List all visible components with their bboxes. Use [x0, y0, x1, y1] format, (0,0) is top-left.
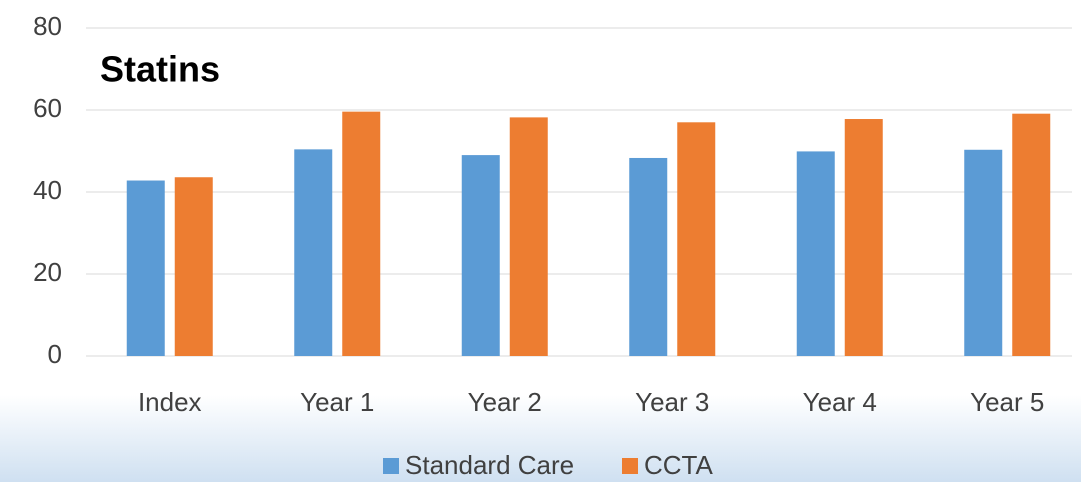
x-tick-label: Year 5	[970, 387, 1044, 417]
bar	[677, 122, 716, 356]
x-tick-label: Year 3	[635, 387, 709, 417]
legend-swatch	[622, 458, 638, 474]
y-tick-label: 0	[48, 339, 62, 369]
bar	[796, 151, 835, 356]
bar	[844, 119, 883, 357]
bar	[629, 157, 668, 356]
y-tick-label: 20	[33, 257, 62, 287]
y-tick-label: 80	[33, 11, 62, 41]
y-tick-label: 60	[33, 93, 62, 123]
bar	[174, 177, 213, 356]
x-tick-label: Year 1	[300, 387, 374, 417]
bar	[509, 117, 548, 356]
legend-label: CCTA	[644, 450, 714, 480]
footer-band	[0, 395, 1081, 482]
y-tick-label: 40	[33, 175, 62, 205]
chart-title: Statins	[100, 49, 220, 90]
legend-label: Standard Care	[405, 450, 574, 480]
bar	[461, 155, 500, 356]
x-tick-label: Year 4	[803, 387, 877, 417]
bar	[1012, 113, 1051, 356]
x-tick-label: Year 2	[468, 387, 542, 417]
legend-swatch	[383, 458, 399, 474]
bar	[342, 111, 381, 356]
bar	[126, 180, 165, 356]
bar	[294, 149, 333, 356]
bar	[964, 149, 1003, 356]
x-tick-label: Index	[138, 387, 202, 417]
